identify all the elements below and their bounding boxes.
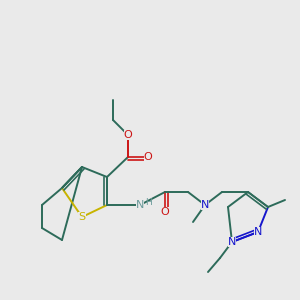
Text: H: H: [145, 198, 152, 207]
Text: N: N: [136, 200, 144, 210]
Text: N: N: [228, 237, 236, 247]
Text: O: O: [160, 207, 169, 217]
Text: N: N: [201, 200, 209, 210]
Text: S: S: [78, 212, 85, 222]
Text: N: N: [254, 227, 262, 237]
Text: O: O: [144, 152, 152, 162]
Text: O: O: [124, 130, 132, 140]
